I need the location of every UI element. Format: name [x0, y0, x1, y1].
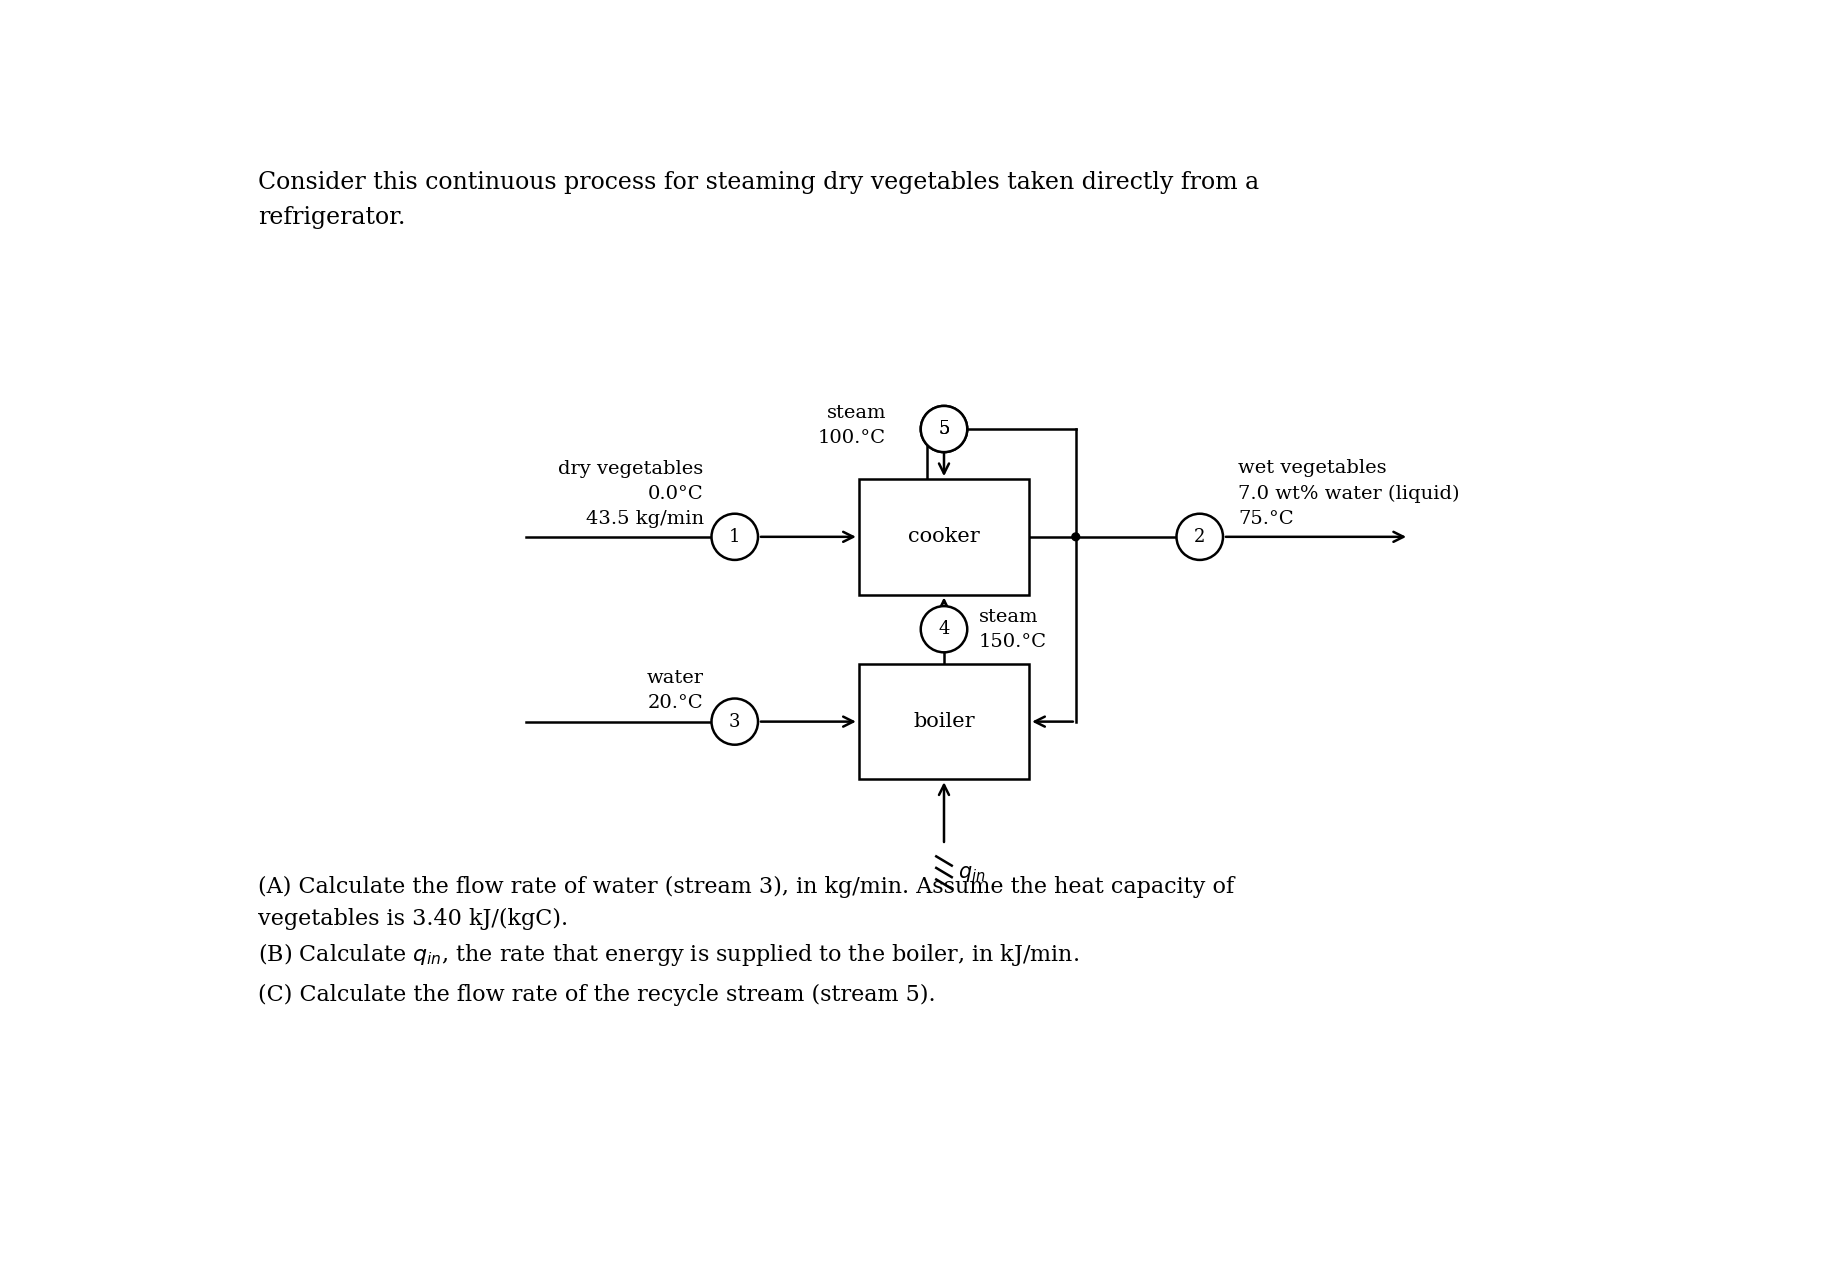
Text: steam
150.°C: steam 150.°C	[979, 608, 1046, 651]
Text: 3: 3	[728, 713, 741, 731]
Circle shape	[711, 514, 758, 560]
Text: dry vegetables
0.0°C
43.5 kg/min: dry vegetables 0.0°C 43.5 kg/min	[558, 460, 704, 528]
Text: 4: 4	[939, 620, 950, 638]
Text: wet vegetables
7.0 wt% water (liquid)
75.°C: wet vegetables 7.0 wt% water (liquid) 75…	[1238, 459, 1460, 528]
Circle shape	[920, 606, 967, 652]
Circle shape	[920, 406, 967, 452]
Text: refrigerator.: refrigerator.	[259, 206, 405, 229]
Text: water
20.°C: water 20.°C	[647, 670, 704, 712]
Text: 1: 1	[728, 528, 741, 546]
Text: (C) Calculate the flow rate of the recycle stream (stream 5).: (C) Calculate the flow rate of the recyc…	[259, 983, 935, 1006]
Circle shape	[920, 406, 967, 452]
Text: Consider this continuous process for steaming dry vegetables taken directly from: Consider this continuous process for ste…	[259, 171, 1258, 194]
Text: (B) Calculate $q_{in}$, the rate that energy is supplied to the boiler, in kJ/mi: (B) Calculate $q_{in}$, the rate that en…	[259, 941, 1079, 967]
Text: $q_{in}$: $q_{in}$	[957, 864, 985, 884]
Circle shape	[711, 699, 758, 745]
Bar	[859, 479, 1029, 594]
Text: cooker: cooker	[907, 528, 979, 546]
Text: 5: 5	[939, 420, 950, 438]
Text: 2: 2	[1194, 528, 1205, 546]
Text: boiler: boiler	[913, 712, 974, 731]
Text: steam
100.°C: steam 100.°C	[819, 404, 885, 447]
Circle shape	[1177, 514, 1223, 560]
Text: (A) Calculate the flow rate of water (stream 3), in kg/min. Assume the heat capa: (A) Calculate the flow rate of water (st…	[259, 875, 1234, 930]
Circle shape	[1072, 533, 1079, 541]
Bar	[859, 663, 1029, 780]
Text: 5: 5	[939, 420, 950, 438]
